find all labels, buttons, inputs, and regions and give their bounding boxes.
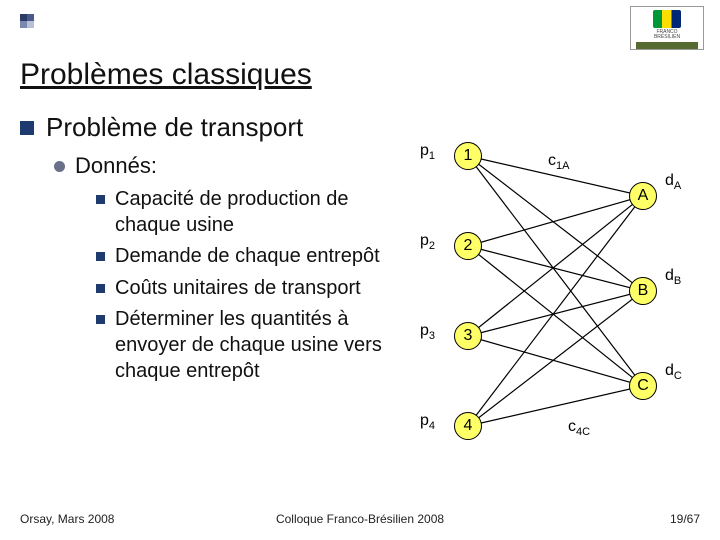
list-item: Demande de chaque entrepôt — [96, 244, 420, 270]
item-text: Demande de chaque entrepôt — [115, 244, 380, 270]
diagram-label: p1 — [420, 142, 435, 162]
diagram-node: 4 — [454, 412, 482, 440]
diagram-label: dB — [665, 267, 681, 287]
bullet-dot-icon — [54, 161, 65, 172]
diagram-label: p3 — [420, 322, 435, 342]
item-text: Coûts unitaires de transport — [115, 276, 361, 302]
diagram-label: dA — [665, 172, 681, 192]
diagram-node: C — [629, 372, 657, 400]
slide-title: Problèmes classiques — [20, 58, 312, 92]
item-text: Déterminer les quantités à envoyer de ch… — [115, 307, 405, 384]
diagram-node: 2 — [454, 232, 482, 260]
diagram-node: 3 — [454, 322, 482, 350]
topbar: FRANCOBRÉSILIEN — [0, 0, 720, 44]
diagram-label: p4 — [420, 412, 435, 432]
logo-badge: FRANCOBRÉSILIEN — [630, 6, 704, 50]
transport-diagram: 1 p1 2 p2 3 p3 4 p4 AdA BdB CdC c1A c4C — [398, 126, 708, 476]
content-area: Problème de transport Donnés: Capacité d… — [20, 112, 420, 390]
items-list: Capacité de production de chaque usine De… — [96, 187, 420, 384]
flag-icon — [653, 10, 681, 28]
diagram-label: dC — [665, 362, 682, 382]
diagram-label: p2 — [420, 232, 435, 252]
footer-right: 19/67 — [670, 512, 700, 526]
bullet-small-icon — [96, 195, 105, 204]
diagram-label: c1A — [548, 152, 569, 172]
bullet-small-icon — [96, 284, 105, 293]
heading: Problème de transport — [46, 112, 303, 143]
list-item: Coûts unitaires de transport — [96, 276, 420, 302]
diagram-label: c4C — [568, 418, 590, 438]
bullet-small-icon — [96, 252, 105, 261]
bullet-small-icon — [96, 315, 105, 324]
list-item: Déterminer les quantités à envoyer de ch… — [96, 307, 420, 384]
accent-squares — [20, 14, 34, 28]
logo-bar — [636, 42, 698, 49]
diagram-node: A — [629, 182, 657, 210]
list-item: Capacité de production de chaque usine — [96, 187, 420, 238]
bullet-square-icon — [20, 121, 34, 135]
footer-center: Colloque Franco-Brésilien 2008 — [0, 512, 720, 526]
logo-text: FRANCOBRÉSILIEN — [654, 30, 680, 40]
diagram-node: B — [629, 277, 657, 305]
item-text: Capacité de production de chaque usine — [115, 187, 405, 238]
diagram-node: 1 — [454, 142, 482, 170]
sub-heading: Donnés: — [75, 153, 157, 179]
